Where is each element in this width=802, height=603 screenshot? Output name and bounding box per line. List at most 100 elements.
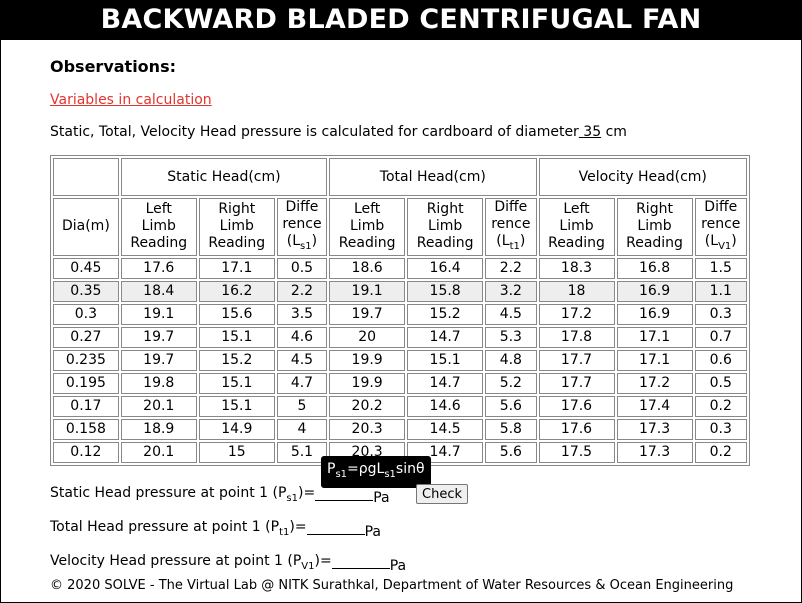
table-cell: 17.2 (538, 303, 615, 325)
table-row: 0.45 17.6 17.1 0.5 18.6 16.4 2.2 18.3 16.8 1.5 (53, 257, 747, 279)
table-cell: 0.3 (694, 418, 747, 440)
table-cell: 17.6 (538, 395, 615, 417)
table-cell: 3.2 (485, 280, 537, 302)
static-right-limb-header: Right Limb Reading (198, 198, 275, 256)
table-cell: 17.5 (538, 441, 615, 463)
total-left-limb-header: Left Limb Reading (329, 198, 406, 256)
observation-table: Static Head(cm) Total Head(cm) Velocity … (50, 155, 750, 466)
diameter-unit: cm (605, 124, 627, 140)
table-cell: 0.3 (53, 303, 119, 325)
table-cell: 20.1 (120, 441, 197, 463)
empty-header-cell (53, 158, 119, 196)
table-cell: 14.7 (407, 441, 484, 463)
static-left-limb-header: Left Limb Reading (120, 198, 197, 256)
table-cell: 0.235 (53, 349, 119, 371)
table-cell: 15.6 (198, 303, 275, 325)
table-cell: 17.2 (616, 372, 693, 394)
diameter-statement: Static, Total, Velocity Head pressure is… (50, 124, 627, 140)
table-cell: 15.1 (407, 349, 484, 371)
table-cell: 2.2 (485, 257, 537, 279)
velocity-pressure-line: Velocity Head pressure at point 1 (PV1)=… (50, 553, 407, 574)
table-cell: 0.158 (53, 418, 119, 440)
table-cell: 15 (198, 441, 275, 463)
table-row: 0.195 19.8 15.1 4.7 19.9 14.7 5.2 17.7 17.2 0.5 (53, 372, 747, 394)
table-cell: 4 (276, 418, 328, 440)
table-row: 0.3 19.1 15.6 3.5 19.7 15.2 4.5 17.2 16.9 0.3 (53, 303, 747, 325)
table-cell: 20 (329, 326, 406, 348)
table-cell: 19.1 (120, 303, 197, 325)
table-row: 0.235 19.7 15.2 4.5 19.9 15.1 4.8 17.7 17.1 0.6 (53, 349, 747, 371)
total-right-limb-header: Right Limb Reading (407, 198, 484, 256)
table-cell: 15.8 (407, 280, 484, 302)
table-cell: 17.6 (538, 418, 615, 440)
table-cell: 4.8 (485, 349, 537, 371)
table-cell: 14.5 (407, 418, 484, 440)
table-cell: 4.5 (485, 303, 537, 325)
total-head-header: Total Head(cm) (329, 158, 537, 196)
table-cell: 17.1 (198, 257, 275, 279)
table-cell: 5.6 (485, 441, 537, 463)
table-cell: 15.1 (198, 395, 275, 417)
table-cell: 18.6 (329, 257, 406, 279)
velocity-pressure-input[interactable] (331, 554, 390, 569)
group-header-row: Static Head(cm) Total Head(cm) Velocity … (53, 158, 747, 196)
velocity-pressure-unit: Pa (389, 558, 407, 574)
footer-copyright: © 2020 SOLVE - The Virtual Lab @ NITK Su… (50, 578, 734, 593)
table-cell: 14.6 (407, 395, 484, 417)
table-cell: 15.2 (407, 303, 484, 325)
table-cell: 0.195 (53, 372, 119, 394)
table-cell: 5.3 (485, 326, 537, 348)
table-cell: 19.7 (120, 326, 197, 348)
static-pressure-line: Static Head pressure at point 1 (Ps1)= Pa (50, 485, 390, 506)
table-cell: 17.3 (616, 441, 693, 463)
velocity-right-limb-header: Right Limb Reading (616, 198, 693, 256)
observations-heading: Observations: (50, 57, 176, 76)
formula-tooltip: Ps1=ρgLs1sinθ (321, 456, 431, 488)
table-cell: 18.3 (538, 257, 615, 279)
table-cell: 5.8 (485, 418, 537, 440)
table-cell: 17.7 (538, 372, 615, 394)
table-cell: 18.9 (120, 418, 197, 440)
velocity-head-header: Velocity Head(cm) (538, 158, 747, 196)
check-button[interactable]: Check (416, 484, 468, 504)
total-pressure-line: Total Head pressure at point 1 (Pt1)= Pa (50, 519, 381, 540)
table-cell: 5.2 (485, 372, 537, 394)
total-pressure-input[interactable] (306, 520, 365, 535)
table-cell: 16.9 (616, 280, 693, 302)
table-cell: 16.9 (616, 303, 693, 325)
velocity-pressure-label: Velocity Head pressure at point 1 (PV1)= (50, 553, 332, 572)
static-pressure-input[interactable] (315, 486, 374, 501)
table-cell: 17.7 (538, 349, 615, 371)
sub-header-row: Dia(m) Left Limb Reading Right Limb Reading … (53, 198, 747, 256)
table-cell: 17.4 (616, 395, 693, 417)
table-cell: 0.35 (53, 280, 119, 302)
table-cell: 19.9 (329, 372, 406, 394)
table-cell: 0.45 (53, 257, 119, 279)
table-cell: 19.7 (329, 303, 406, 325)
velocity-difference-header: Diffe rence (LV1) (694, 198, 747, 256)
table-row: 0.158 18.9 14.9 4 20.3 14.5 5.8 17.6 17.3 0.3 (53, 418, 747, 440)
table-cell: 0.12 (53, 441, 119, 463)
table-cell: 4.7 (276, 372, 328, 394)
table-cell: 1.5 (694, 257, 747, 279)
table-cell: 0.3 (694, 303, 747, 325)
table-cell: 14.7 (407, 326, 484, 348)
table-cell: 4.5 (276, 349, 328, 371)
table-cell: 0.17 (53, 395, 119, 417)
table-cell: 19.9 (329, 349, 406, 371)
table-cell: 16.4 (407, 257, 484, 279)
table-row: 0.35 18.4 16.2 2.2 19.1 15.8 3.2 18 16.9 1.1 (53, 280, 747, 302)
table-cell: 17.3 (616, 418, 693, 440)
table-cell: 0.6 (694, 349, 747, 371)
velocity-left-limb-header: Left Limb Reading (538, 198, 615, 256)
table-cell: 19.7 (120, 349, 197, 371)
table-cell: 16.8 (616, 257, 693, 279)
table-cell: 15.1 (198, 372, 275, 394)
table-cell: 17.8 (538, 326, 615, 348)
table-cell: 16.2 (198, 280, 275, 302)
table-cell: 0.27 (53, 326, 119, 348)
table-cell: 14.9 (198, 418, 275, 440)
static-difference-header: Diffe rence (Ls1) (276, 198, 328, 256)
variables-link[interactable]: Variables in calculation (50, 92, 212, 108)
table-row: 0.12 20.1 15 5.1 20.3 14.7 5.6 17.5 17.3 0.2 (53, 441, 747, 463)
